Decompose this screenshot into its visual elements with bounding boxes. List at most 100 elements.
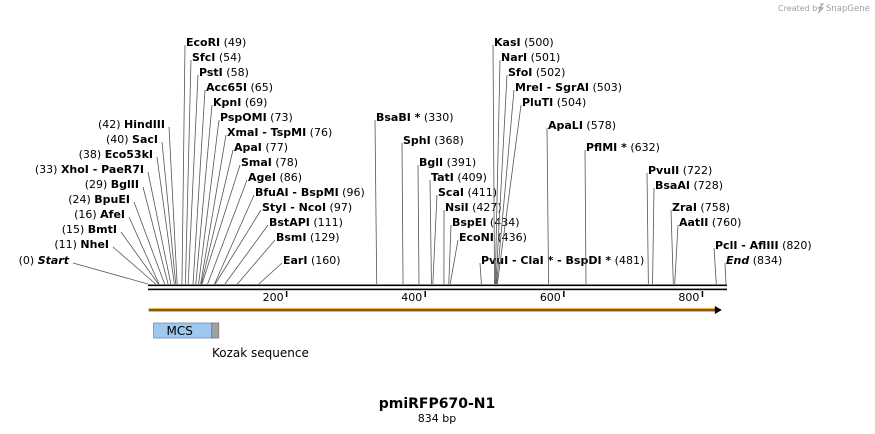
site-nsii[interactable]: NsiI (427) <box>443 201 502 285</box>
kozak-feature[interactable]: Kozak sequence <box>211 322 309 360</box>
site-connector <box>214 209 262 285</box>
site-zrai[interactable]: ZraI (758) <box>670 201 730 285</box>
site-pluti[interactable]: PluTI (504) <box>496 96 586 285</box>
site-label: PclI - AflIII (820) <box>715 239 812 252</box>
site-label: (42) HindIII <box>98 118 165 131</box>
site-position: (834) <box>749 254 782 267</box>
site-end[interactable]: End (834) <box>724 254 782 285</box>
site-bsabi[interactable]: BsaBI * (330) <box>374 111 454 285</box>
site-start[interactable]: (0) Start <box>19 254 149 285</box>
site-xmai-tspmi[interactable]: XmaI - TspMI (76) <box>200 126 333 285</box>
site-connector <box>156 156 175 285</box>
site-apai[interactable]: ApaI (77) <box>200 141 288 285</box>
site-connector <box>192 89 206 285</box>
site-name: EarI <box>283 254 307 267</box>
credit-prefix: Created by <box>778 4 822 13</box>
site-position: (160) <box>307 254 340 267</box>
site-connector <box>546 127 549 285</box>
site-position: (632) <box>627 141 660 154</box>
site-scai[interactable]: ScaI (411) <box>432 186 497 285</box>
site-name: XmaI - TspMI <box>227 126 306 139</box>
site-pflmi[interactable]: PflMI * (632) <box>584 141 660 285</box>
site-bstapi[interactable]: BstAPI (111) <box>224 216 343 285</box>
site-kpni[interactable]: KpnI (69) <box>195 96 268 285</box>
site-label: (0) Start <box>19 254 70 267</box>
site-bmti[interactable]: (15) BmtI <box>62 223 159 285</box>
orf-arrow[interactable] <box>148 306 722 314</box>
site-mrei-sgrai[interactable]: MreI - SgrAI (503) <box>496 81 622 285</box>
kozak-label: Kozak sequence <box>212 346 309 360</box>
site-name: BsmI <box>276 231 307 244</box>
site-connector <box>200 134 227 285</box>
site-label: (11) NheI <box>54 238 109 251</box>
site-label: BstAPI (111) <box>269 216 343 229</box>
mcs-label: MCS <box>167 324 193 338</box>
site-kasi[interactable]: KasI (500) <box>492 36 554 285</box>
site-name: HindIII <box>124 118 165 131</box>
site-label: PstI (58) <box>199 66 249 79</box>
site-position: (58) <box>223 66 249 79</box>
site-label: NsiI (427) <box>445 201 502 214</box>
orf-arrowhead-icon <box>714 306 722 314</box>
site-position: (69) <box>241 96 267 109</box>
credit-brand: SnapGene <box>826 4 870 14</box>
site-eari[interactable]: EarI (160) <box>258 254 341 285</box>
kozak-box <box>211 322 220 339</box>
site-name: Start <box>38 254 70 267</box>
site-connector <box>432 194 438 285</box>
site-apali[interactable]: ApaLI (578) <box>546 119 616 285</box>
site-pvuii[interactable]: PvuII (722) <box>646 164 712 285</box>
site-pvui-clai-bspdi[interactable]: PvuI - ClaI * - BspDI * (481) <box>479 254 644 285</box>
mcs-feature[interactable]: MCS <box>153 322 213 339</box>
plasmid-name: pmiRFP670-N1 <box>379 396 496 412</box>
site-label: (29) BglII <box>85 178 139 191</box>
site-eco53ki[interactable]: (38) Eco53kI <box>79 148 175 285</box>
site-bgli[interactable]: BglI (391) <box>417 156 476 285</box>
site-position: (76) <box>306 126 332 139</box>
site-smai[interactable]: SmaI (78) <box>201 156 298 285</box>
axis-ticks: 200 400 600 800 <box>263 291 704 304</box>
site-bsaai[interactable]: BsaAI (728) <box>652 179 724 285</box>
snapgene-logo-icon <box>817 3 825 14</box>
site-bsmi[interactable]: BsmI (129) <box>237 231 340 285</box>
site-sfci[interactable]: SfcI (54) <box>185 51 241 285</box>
site-acc65i[interactable]: Acc65I (65) <box>192 81 273 285</box>
site-position: (49) <box>220 36 246 49</box>
site-sfoi[interactable]: SfoI (502) <box>495 66 566 285</box>
site-nari[interactable]: NarI (501) <box>494 51 560 285</box>
site-bglii[interactable]: (29) BglII <box>85 178 169 285</box>
site-label: ApaLI (578) <box>548 119 616 132</box>
site-sphi[interactable]: SphI (368) <box>401 134 464 285</box>
site-saci[interactable]: (40) SacI <box>106 133 177 285</box>
site-connector <box>495 74 508 285</box>
site-connector <box>401 142 404 285</box>
site-pspomi[interactable]: PspOMI (73) <box>198 111 293 285</box>
site-position: (434) <box>486 216 519 229</box>
site-hindiii[interactable]: (42) HindIII <box>98 118 178 285</box>
site-position: (16) <box>74 208 100 221</box>
site-connector <box>207 179 248 285</box>
site-afei[interactable]: (16) AfeI <box>74 208 160 285</box>
site-pcli-afliii[interactable]: PclI - AflIII (820) <box>713 239 812 285</box>
site-econi[interactable]: EcoNI (436) <box>449 231 527 285</box>
site-aatii[interactable]: AatII (760) <box>674 216 742 285</box>
site-agei[interactable]: AgeI (86) <box>207 171 302 285</box>
site-xhoi-paer7i[interactable]: (33) XhoI - PaeR7I <box>35 163 172 285</box>
site-connector <box>479 262 482 285</box>
site-position: (502) <box>532 66 565 79</box>
site-label: (40) SacI <box>106 133 158 146</box>
site-bspei[interactable]: BspEI (434) <box>448 216 520 285</box>
site-psti[interactable]: PstI (58) <box>187 66 249 285</box>
site-label: PluTI (504) <box>522 96 586 109</box>
site-connector <box>72 262 149 285</box>
site-bfuai-bspmi[interactable]: BfuAI - BspMI (96) <box>214 186 365 285</box>
site-tati[interactable]: TatI (409) <box>429 171 487 285</box>
site-name: BspEI <box>452 216 486 229</box>
site-nhei[interactable]: (11) NheI <box>54 238 156 285</box>
site-styi-ncoi[interactable]: StyI - NcoI (97) <box>214 201 352 285</box>
site-ecori[interactable]: EcoRI (49) <box>181 36 246 285</box>
site-bpuei[interactable]: (24) BpuEI <box>68 193 166 285</box>
site-position: (500) <box>521 36 554 49</box>
site-position: (760) <box>708 216 741 229</box>
site-label: Acc65I (65) <box>206 81 273 94</box>
